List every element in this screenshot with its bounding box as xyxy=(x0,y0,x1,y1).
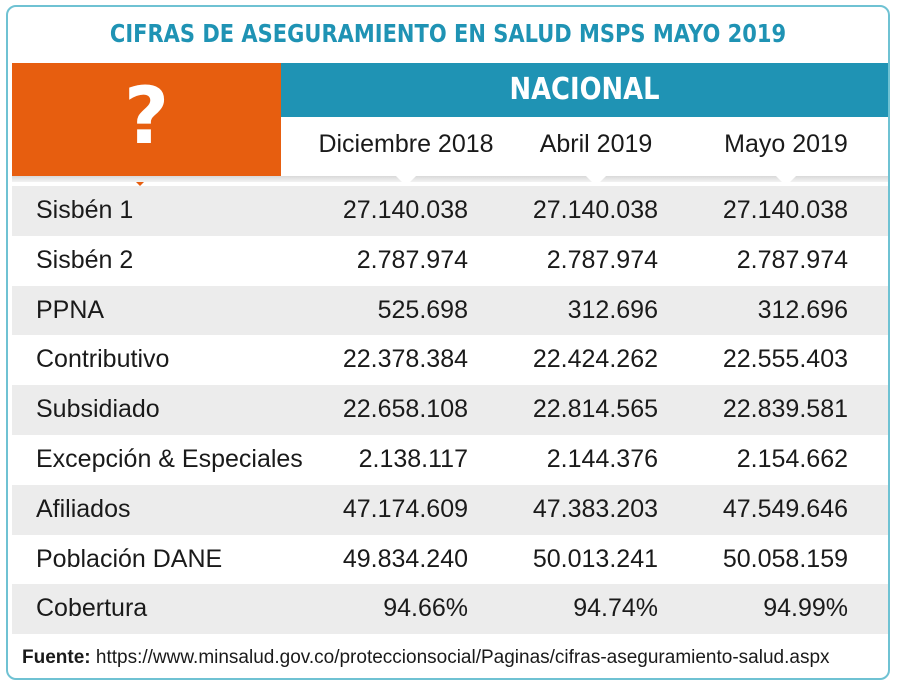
source-url: https://www.minsalud.gov.co/proteccionso… xyxy=(95,647,830,668)
cell-dec-2018: 27.140.038 xyxy=(342,196,468,224)
cell-apr-2019: 2.787.974 xyxy=(546,245,658,274)
source-footer: Fuente: https://www.minsalud.gov.co/prot… xyxy=(22,647,830,669)
row-label: Subsidiado xyxy=(36,395,160,424)
cell-may-2019: 27.140.038 xyxy=(722,196,848,224)
cell-dec-2018: 22.378.384 xyxy=(342,345,468,374)
cell-may-2019: 47.549.646 xyxy=(722,494,848,523)
cell-apr-2019: 27.140.038 xyxy=(532,196,658,224)
row-label: Contributivo xyxy=(36,345,170,374)
table-row: Sisbén 2 2.787.974 2.787.974 2.787.974 xyxy=(12,236,888,286)
cell-dec-2018: 49.834.240 xyxy=(342,544,468,573)
cell-apr-2019: 47.383.203 xyxy=(532,494,658,523)
column-header-may-2019: Mayo 2019 xyxy=(724,130,848,158)
cell-apr-2019: 2.144.376 xyxy=(546,444,658,473)
cell-may-2019: 312.696 xyxy=(757,295,848,324)
row-label: Excepción & Especiales xyxy=(36,444,303,473)
header-divider xyxy=(12,176,888,182)
column-pointer xyxy=(396,176,416,186)
cell-apr-2019: 22.814.565 xyxy=(532,395,658,424)
row-label: PPNA xyxy=(36,295,105,324)
table-row: Sisbén 1 27.140.038 27.140.038 27.140.03… xyxy=(12,186,888,236)
column-header-apr-2019: Abril 2019 xyxy=(539,130,653,158)
table-row: PPNA 525.698 312.696 312.696 xyxy=(12,285,888,336)
column-pointer xyxy=(586,176,606,186)
question-box: ? xyxy=(12,63,281,176)
cell-dec-2018: 22.658.108 xyxy=(342,395,468,424)
page-title: CIFRAS DE ASEGURAMIENTO EN SALUD MSPS MA… xyxy=(109,19,787,48)
row-label: Población DANE xyxy=(36,544,223,573)
data-table: Sisbén 1 27.140.038 27.140.038 27.140.03… xyxy=(12,186,888,635)
cell-dec-2018: 47.174.609 xyxy=(342,494,468,523)
infographic-card: CIFRAS DE ASEGURAMIENTO EN SALUD MSPS MA… xyxy=(6,5,890,680)
row-label: Cobertura xyxy=(36,594,148,623)
cell-may-2019: 2.787.974 xyxy=(736,245,848,274)
table-row: Subsidiado 22.658.108 22.814.565 22.839.… xyxy=(12,385,888,435)
cell-dec-2018: 525.698 xyxy=(377,295,468,324)
table-row: Contributivo 22.378.384 22.424.262 22.55… xyxy=(12,335,888,385)
cell-may-2019: 2.154.662 xyxy=(736,444,848,473)
cell-may-2019: 22.555.403 xyxy=(722,345,848,374)
row-label: Sisbén 1 xyxy=(36,196,134,224)
cell-apr-2019: 312.696 xyxy=(567,295,658,324)
cell-apr-2019: 94.74% xyxy=(573,594,658,623)
row-label: Sisbén 2 xyxy=(36,245,134,274)
table-row: Excepción & Especiales 2.138.117 2.144.3… xyxy=(12,435,888,485)
cell-apr-2019: 22.424.262 xyxy=(532,345,658,374)
cell-may-2019: 50.058.159 xyxy=(722,544,848,573)
nacional-header-bar: NACIONAL xyxy=(281,63,888,117)
column-header-dec-2018: Diciembre 2018 xyxy=(318,130,494,158)
nacional-header-label: NACIONAL xyxy=(509,72,660,107)
cell-dec-2018: 94.66% xyxy=(383,594,468,623)
row-label: Afiliados xyxy=(36,494,131,523)
table-row: Afiliados 47.174.609 47.383.203 47.549.6… xyxy=(12,484,888,535)
column-pointer xyxy=(776,176,796,186)
cell-apr-2019: 50.013.241 xyxy=(532,544,658,573)
source-label: Fuente: xyxy=(22,647,91,668)
cell-may-2019: 94.99% xyxy=(763,594,848,623)
question-mark-icon: ? xyxy=(123,72,170,162)
cell-may-2019: 22.839.581 xyxy=(722,395,848,424)
table-row: Población DANE 49.834.240 50.013.241 50.… xyxy=(12,535,888,585)
table-row: Cobertura 94.66% 94.74% 94.99% xyxy=(12,584,888,635)
cell-dec-2018: 2.787.974 xyxy=(356,245,468,274)
cell-dec-2018: 2.138.117 xyxy=(358,444,468,473)
